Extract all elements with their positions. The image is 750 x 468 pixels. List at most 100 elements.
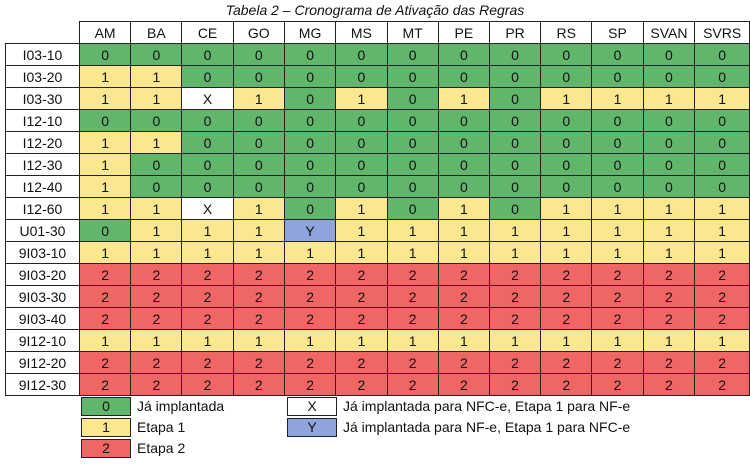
status-cell: 1 xyxy=(386,219,439,242)
column-header: MG xyxy=(283,21,337,44)
legend-label-y: Já implantada para NF-e, Etapa 1 para NF… xyxy=(343,419,631,435)
status-cell: 1 xyxy=(642,197,696,220)
status-cell: 0 xyxy=(642,109,696,132)
status-cell: 1 xyxy=(335,87,388,110)
row-label: 9I03-30 xyxy=(5,285,80,308)
table-row: 9I12-20 2 2 2 2 2 2 2 2 2 2 2 2 2 xyxy=(5,351,750,374)
status-cell: 2 xyxy=(130,285,183,308)
column-header: GO xyxy=(232,21,285,44)
status-cell: 1 xyxy=(78,197,132,220)
status-cell: 0 xyxy=(540,109,593,132)
status-cell: Y xyxy=(283,219,337,242)
status-cell: 0 xyxy=(78,219,132,242)
status-cell: 2 xyxy=(437,373,490,396)
status-cell: 2 xyxy=(694,373,750,396)
status-cell: 1 xyxy=(488,329,542,352)
row-label: 9I03-20 xyxy=(5,263,80,286)
column-header: SP xyxy=(591,21,644,44)
status-cell: 0 xyxy=(540,43,593,66)
status-cell: 2 xyxy=(130,351,183,374)
column-header: AM xyxy=(78,21,132,44)
status-cell: 0 xyxy=(642,153,696,176)
status-cell: 0 xyxy=(437,175,490,198)
status-cell: 1 xyxy=(232,197,285,220)
status-cell: 2 xyxy=(642,307,696,330)
status-cell: 1 xyxy=(232,87,285,110)
status-cell: 2 xyxy=(232,351,285,374)
status-cell: 0 xyxy=(488,153,542,176)
status-cell: 0 xyxy=(283,175,337,198)
status-cell: 1 xyxy=(130,329,183,352)
status-cell: 0 xyxy=(488,109,542,132)
status-cell: 0 xyxy=(335,109,388,132)
column-header: PR xyxy=(488,21,542,44)
status-cell: 2 xyxy=(78,307,132,330)
status-cell: 2 xyxy=(335,263,388,286)
status-cell: 2 xyxy=(232,307,285,330)
status-cell: 0 xyxy=(181,175,234,198)
status-cell: 0 xyxy=(283,153,337,176)
status-cell: 2 xyxy=(386,351,439,374)
status-cell: 0 xyxy=(642,131,696,154)
status-cell: 1 xyxy=(335,241,388,264)
status-cell: 1 xyxy=(591,219,644,242)
status-cell: 0 xyxy=(540,65,593,88)
status-cell: 2 xyxy=(78,373,132,396)
row-label: I03-20 xyxy=(5,65,80,88)
status-cell: 2 xyxy=(540,263,593,286)
row-label: 9I12-10 xyxy=(5,329,80,352)
status-cell: 1 xyxy=(437,329,490,352)
status-cell: 2 xyxy=(437,307,490,330)
status-cell: 2 xyxy=(232,263,285,286)
status-cell: 0 xyxy=(386,109,439,132)
status-cell: 0 xyxy=(488,65,542,88)
status-cell: 2 xyxy=(591,373,644,396)
table-row: I03-30 1 1 X 1 0 1 0 1 0 1 1 1 1 xyxy=(5,87,750,110)
status-cell: 1 xyxy=(335,329,388,352)
status-cell: 0 xyxy=(540,131,593,154)
status-cell: 1 xyxy=(78,241,132,264)
status-cell: 2 xyxy=(181,307,234,330)
status-cell: 1 xyxy=(591,241,644,264)
status-cell: 2 xyxy=(181,351,234,374)
status-cell: 0 xyxy=(283,197,337,220)
status-cell: 1 xyxy=(78,131,132,154)
status-cell: 0 xyxy=(386,153,439,176)
status-cell: 1 xyxy=(694,219,750,242)
table-row: I03-10 0 0 0 0 0 0 0 0 0 0 0 0 0 xyxy=(5,43,750,66)
column-header: PE xyxy=(437,21,490,44)
status-cell: 0 xyxy=(283,43,337,66)
table-row: U01-30 0 1 1 1 Y 1 1 1 1 1 1 1 1 xyxy=(5,219,750,242)
status-cell: 1 xyxy=(130,131,183,154)
status-cell: 0 xyxy=(130,153,183,176)
status-cell: 0 xyxy=(283,87,337,110)
status-cell: 0 xyxy=(232,153,285,176)
status-cell: 0 xyxy=(642,175,696,198)
row-label: 9I12-30 xyxy=(5,373,80,396)
status-cell: 1 xyxy=(540,241,593,264)
status-cell: 1 xyxy=(488,219,542,242)
status-cell: 2 xyxy=(386,307,439,330)
status-cell: 2 xyxy=(694,307,750,330)
legend-swatch-0: 0 xyxy=(81,397,131,416)
status-cell: X xyxy=(181,197,234,220)
status-cell: 0 xyxy=(232,43,285,66)
schedule-table: AM BA CE GO MG MS MT PE PR RS SP SVAN SVRS I03-10 0 0 0… xyxy=(5,21,750,396)
row-label: U01-30 xyxy=(5,219,80,242)
table-row: 9I03-20 2 2 2 2 2 2 2 2 2 2 2 2 2 xyxy=(5,263,750,286)
status-cell: 0 xyxy=(591,65,644,88)
column-header: BA xyxy=(130,21,183,44)
status-cell: 1 xyxy=(386,241,439,264)
status-cell: 2 xyxy=(540,307,593,330)
status-cell: 2 xyxy=(232,373,285,396)
status-cell: 1 xyxy=(232,219,285,242)
status-cell: 0 xyxy=(78,109,132,132)
status-cell: 0 xyxy=(283,109,337,132)
status-cell: 2 xyxy=(488,307,542,330)
status-cell: 1 xyxy=(78,175,132,198)
table-row: I12-40 1 0 0 0 0 0 0 0 0 0 0 0 0 xyxy=(5,175,750,198)
status-cell: 1 xyxy=(130,65,183,88)
status-cell: 1 xyxy=(78,87,132,110)
row-label: I03-30 xyxy=(5,87,80,110)
row-label: I12-20 xyxy=(5,131,80,154)
